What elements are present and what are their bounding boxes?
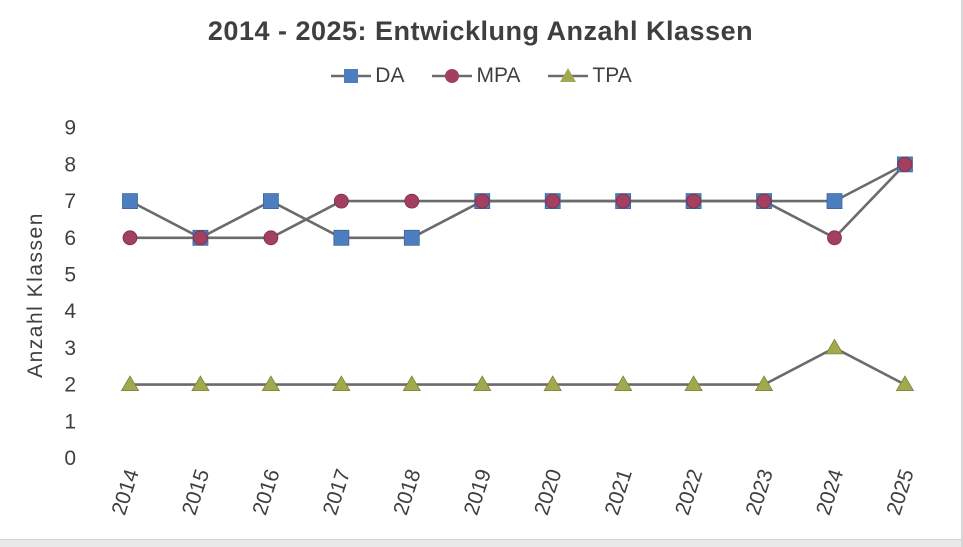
- y-tick-label-9: 9: [64, 117, 76, 140]
- y-tick-label-5: 5: [64, 264, 76, 287]
- x-tick-label-2020: 2020: [530, 466, 566, 518]
- data-point-MPA-2016: [263, 230, 279, 246]
- x-tick-label-2016: 2016: [248, 466, 284, 518]
- data-point-MPA-2014: [122, 230, 138, 246]
- chart-title: 2014 - 2025: Entwicklung Anzahl Klassen: [207, 16, 754, 46]
- legend-square-marker-icon: [331, 69, 372, 83]
- data-point-TPA-2021: [613, 375, 633, 391]
- legend-item-MPA: MPA: [430, 64, 520, 88]
- data-point-MPA-2019: [474, 193, 490, 209]
- data-point-TPA-2025: [895, 375, 915, 391]
- data-point-TPA-2016: [261, 375, 281, 391]
- x-tick-label-2019: 2019: [460, 466, 496, 518]
- data-point-MPA-2024: [827, 230, 842, 246]
- data-point-TPA-2020: [543, 375, 562, 391]
- y-tick-label-3: 3: [64, 337, 76, 360]
- x-tick-label-2017: 2017: [319, 466, 355, 518]
- data-point-DA-2014: [122, 193, 138, 210]
- x-tick-label-2015: 2015: [178, 466, 214, 518]
- data-point-MPA-2023: [756, 193, 772, 209]
- series-line-TPA: [130, 346, 906, 386]
- legend-triangle-marker-icon: [548, 68, 589, 82]
- data-point-TPA-2018: [402, 375, 421, 391]
- x-tick-label-2014: 2014: [107, 466, 143, 518]
- chart-legend: DA MPA TPA: [0, 64, 961, 88]
- data-point-TPA-2015: [191, 375, 210, 391]
- legend-label-TPA: TPA: [592, 64, 632, 87]
- data-point-MPA-2025: [897, 156, 913, 172]
- data-point-TPA-2022: [684, 375, 703, 391]
- data-point-DA-2024: [826, 193, 843, 210]
- data-point-TPA-2023: [754, 375, 774, 391]
- y-tick-label-8: 8: [64, 153, 76, 176]
- y-tick-label-2: 2: [64, 374, 76, 397]
- data-point-TPA-2019: [473, 375, 492, 391]
- x-tick-label-2023: 2023: [741, 466, 777, 518]
- legend-label-DA: DA: [375, 64, 405, 87]
- data-point-DA-2017: [333, 229, 350, 246]
- x-tick-label-2021: 2021: [601, 466, 637, 518]
- y-tick-label-4: 4: [64, 300, 76, 323]
- x-tick-label-2025: 2025: [882, 466, 918, 518]
- data-point-MPA-2017: [333, 193, 349, 209]
- legend-item-DA: DA: [329, 64, 404, 88]
- legend-label-MPA: MPA: [476, 64, 521, 87]
- data-point-TPA-2014: [120, 375, 140, 391]
- window-bottom-edge: [0, 539, 961, 547]
- y-tick-label-7: 7: [64, 190, 76, 213]
- y-tick-label-0: 0: [64, 447, 76, 470]
- y-tick-label-1: 1: [64, 410, 76, 433]
- data-point-DA-2016: [262, 193, 279, 210]
- x-tick-label-2018: 2018: [389, 466, 425, 518]
- data-point-TPA-2017: [332, 375, 351, 391]
- data-point-MPA-2021: [615, 193, 631, 209]
- series-line-MPA: [130, 163, 906, 240]
- data-point-MPA-2022: [686, 193, 701, 209]
- legend-item-TPA: TPA: [546, 64, 632, 88]
- data-point-DA-2018: [403, 229, 420, 246]
- legend-circle-marker-icon: [432, 69, 473, 83]
- y-tick-label-6: 6: [64, 227, 76, 250]
- data-point-MPA-2018: [404, 193, 420, 209]
- data-point-TPA-2024: [825, 338, 844, 355]
- y-axis-title: Anzahl Klassen: [24, 212, 47, 378]
- x-tick-label-2024: 2024: [812, 466, 848, 518]
- x-tick-label-2022: 2022: [671, 466, 707, 518]
- data-point-MPA-2015: [193, 230, 208, 246]
- data-point-MPA-2020: [545, 193, 561, 209]
